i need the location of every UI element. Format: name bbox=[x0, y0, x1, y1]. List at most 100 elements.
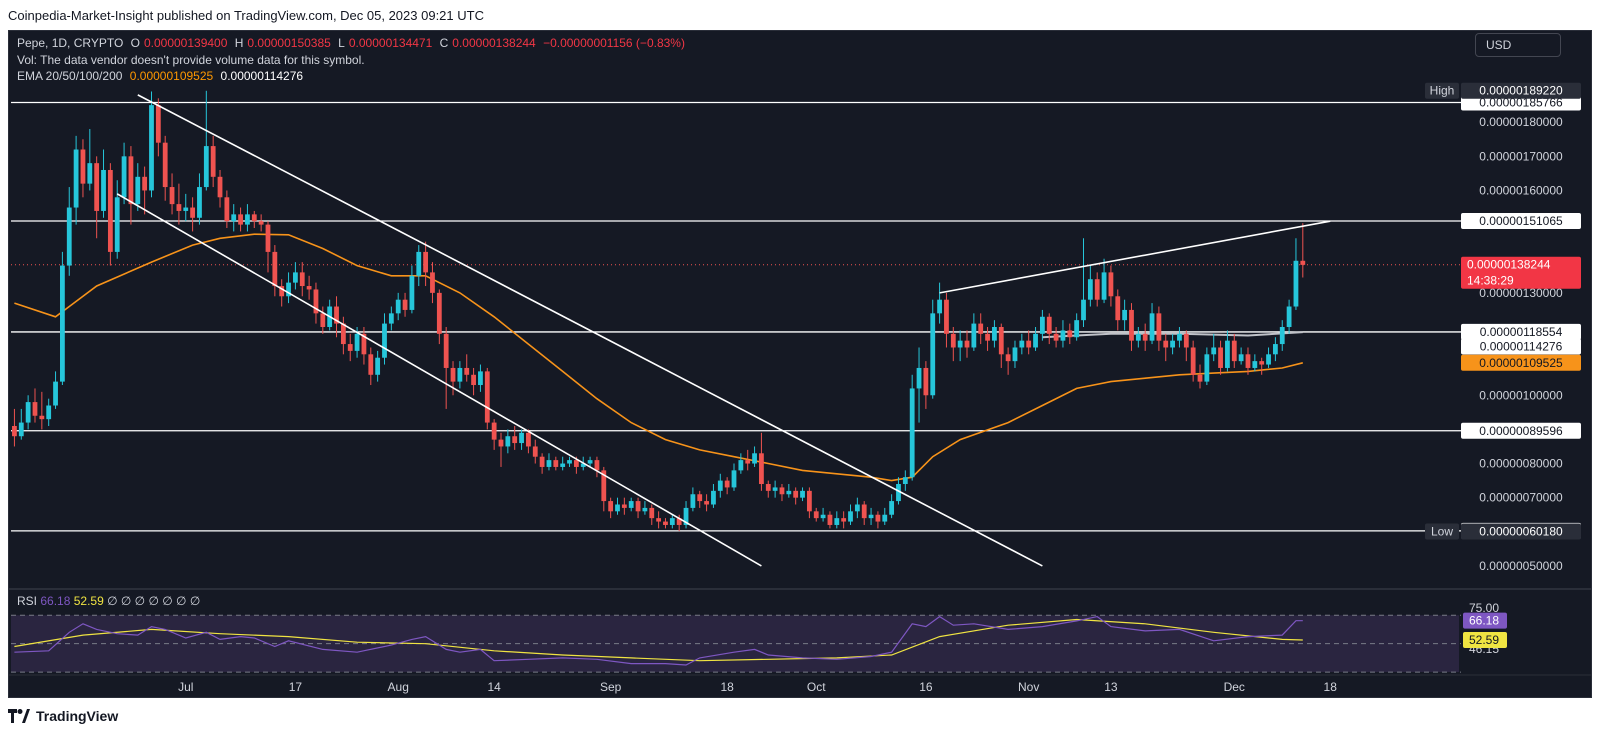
candle-body bbox=[361, 333, 367, 355]
publisher-bar: Coinpedia-Market-Insight published on Tr… bbox=[0, 0, 1600, 30]
candle-body bbox=[539, 456, 545, 467]
candle-body bbox=[875, 514, 881, 522]
candle-body bbox=[1259, 361, 1265, 365]
volume-line: Vol: The data vendor doesn't provide vol… bbox=[17, 52, 365, 67]
candle-body bbox=[765, 484, 771, 491]
time-axis-label: Jul bbox=[178, 680, 193, 694]
candle-body bbox=[553, 460, 559, 467]
candle-body bbox=[368, 354, 374, 375]
price-axis-label: 0.00000070000 bbox=[1479, 491, 1563, 505]
candle-body bbox=[80, 149, 86, 184]
brand-name: TradingView bbox=[36, 708, 119, 724]
rsi-legend: RSI 66.18 52.59 ∅ ∅ ∅ ∅ ∅ ∅ ∅ bbox=[17, 594, 200, 608]
candle-body bbox=[930, 313, 936, 396]
candle-body bbox=[73, 149, 79, 208]
candle-body bbox=[724, 480, 730, 488]
price-axis-label: 0.00000160000 bbox=[1479, 183, 1563, 197]
high-value: 0.00000150385 bbox=[247, 36, 331, 50]
candle-body bbox=[656, 518, 662, 522]
candle-body bbox=[176, 204, 182, 211]
candle-body bbox=[1279, 327, 1285, 345]
price-chart-svg[interactable]: 0.00000180000 0.00000170000 0.00000160000 0… bbox=[9, 31, 1592, 698]
candle-body bbox=[1300, 260, 1306, 265]
currency-button[interactable]: USD bbox=[1475, 33, 1561, 57]
ema-label[interactable]: EMA 20/50/100/200 bbox=[17, 69, 123, 83]
chart-panel[interactable]: 0.00000180000 0.00000170000 0.00000160000 0… bbox=[8, 30, 1592, 698]
tradingview-logo[interactable]: TradingView bbox=[8, 708, 118, 724]
candle-body bbox=[1033, 333, 1038, 348]
candle-body bbox=[450, 367, 456, 382]
candle-body bbox=[320, 313, 326, 327]
candle-body bbox=[1005, 354, 1011, 362]
time-axis-label: 18 bbox=[1324, 680, 1338, 694]
candle-body bbox=[142, 176, 148, 191]
candle-body bbox=[800, 490, 805, 498]
high-value-badge bbox=[1461, 82, 1581, 99]
price-axis-label: 0.00000080000 bbox=[1479, 457, 1563, 471]
candle-body bbox=[594, 460, 600, 471]
candle-body bbox=[313, 289, 319, 314]
candle-body bbox=[464, 367, 470, 375]
candle-body bbox=[491, 422, 497, 440]
candle-body bbox=[964, 340, 970, 348]
candle-body bbox=[573, 460, 579, 467]
candle-body bbox=[251, 214, 257, 222]
candle-body bbox=[532, 446, 538, 457]
candle-body bbox=[1231, 340, 1237, 362]
candle-body bbox=[546, 460, 552, 467]
candle-body bbox=[1204, 354, 1210, 382]
candle-body bbox=[224, 197, 230, 222]
candle-body bbox=[354, 333, 360, 351]
candle-body bbox=[347, 344, 353, 351]
price-axis-label: 0.00000100000 bbox=[1479, 388, 1563, 402]
ema-orange-line bbox=[14, 233, 1303, 482]
price-axis-label: 0.00000180000 bbox=[1479, 115, 1563, 129]
candle-body bbox=[121, 156, 127, 198]
candle-body bbox=[395, 299, 401, 314]
candle-body bbox=[834, 518, 840, 525]
high-label: H bbox=[234, 36, 244, 50]
candle-body bbox=[827, 514, 833, 525]
candle-body bbox=[25, 402, 31, 423]
publisher-line: Coinpedia-Market-Insight published on Tr… bbox=[8, 7, 484, 23]
candle-body bbox=[402, 299, 408, 310]
close-value: 0.00000138244 bbox=[452, 36, 536, 50]
candle-body bbox=[772, 487, 778, 491]
candle-body bbox=[1046, 316, 1052, 334]
last-price-badge-text: 0.00000138244 bbox=[1467, 258, 1551, 272]
candle-body bbox=[731, 470, 737, 488]
price-level-badge bbox=[1461, 323, 1581, 340]
candle-body bbox=[717, 480, 723, 491]
candle-body bbox=[779, 487, 785, 495]
candle-body bbox=[1225, 340, 1230, 368]
candle-body bbox=[820, 514, 826, 519]
chart-legend: Pepe, 1D, CRYPTO O 0.00000139400 H 0.00000… bbox=[17, 35, 689, 85]
candle-body bbox=[1286, 306, 1292, 327]
candle-body bbox=[793, 490, 799, 498]
low-label-badge bbox=[1425, 523, 1459, 540]
candle-body bbox=[135, 176, 141, 205]
candle-body bbox=[697, 494, 703, 502]
candle-body bbox=[923, 367, 929, 396]
candle-body bbox=[916, 367, 922, 389]
symbol-label[interactable]: Pepe, 1D, CRYPTO bbox=[17, 36, 124, 50]
rsi-empty-values: ∅ ∅ ∅ ∅ ∅ ∅ ∅ bbox=[107, 594, 201, 608]
ema-value-orange: 0.00000109525 bbox=[129, 69, 214, 83]
candle-body bbox=[1293, 260, 1299, 307]
price-level-badge bbox=[1461, 212, 1581, 229]
candle-body bbox=[1039, 316, 1045, 334]
rsi-label[interactable]: RSI bbox=[17, 594, 38, 608]
candle-body bbox=[567, 460, 572, 464]
rsi-ma-badge-text: 52.59 bbox=[1469, 633, 1499, 647]
candle-body bbox=[1115, 296, 1121, 321]
candle-body bbox=[937, 299, 942, 314]
candle-body bbox=[334, 306, 339, 324]
candle-body bbox=[752, 453, 757, 464]
candle-body bbox=[66, 207, 72, 266]
candle-body bbox=[286, 282, 291, 297]
low-value: 0.00000134471 bbox=[348, 36, 433, 50]
rsi-ma-value: 52.59 bbox=[73, 594, 104, 608]
candle-body bbox=[971, 323, 977, 348]
candle-body bbox=[1245, 354, 1251, 368]
candle-body bbox=[1170, 340, 1175, 348]
